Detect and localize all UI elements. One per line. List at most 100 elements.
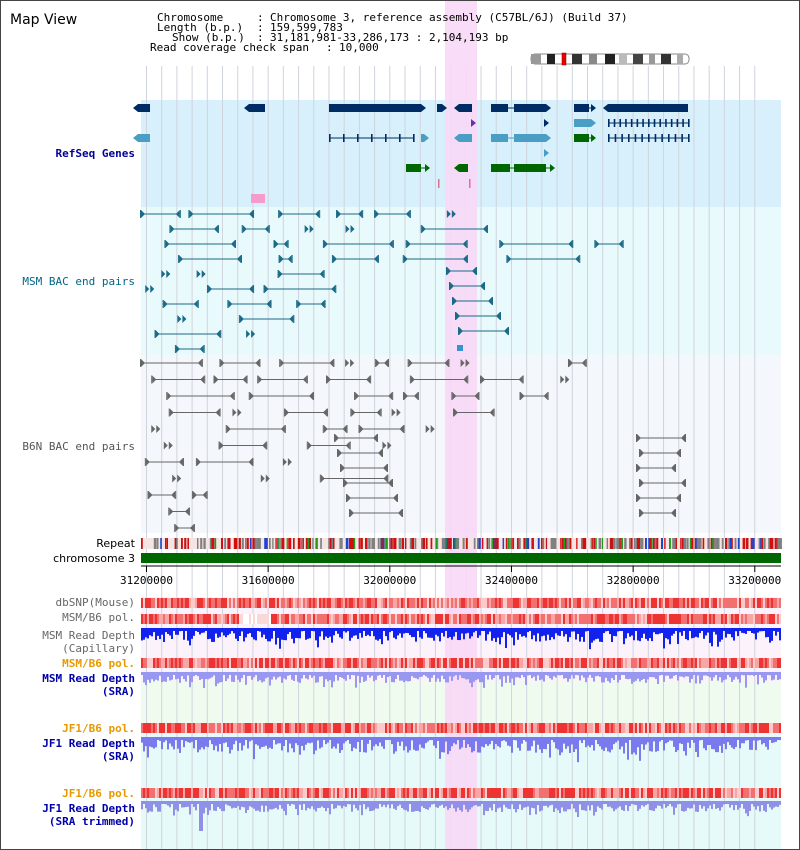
dbsnp-heat	[625, 598, 627, 608]
jf1-depth-sra-trimmed	[615, 801, 617, 810]
repeat-element	[445, 538, 447, 549]
msm-depth-capillary	[141, 628, 143, 641]
msm-b6-pol-heat	[763, 614, 765, 624]
msm-depth-capillary	[487, 628, 489, 635]
gene-exon	[138, 104, 150, 112]
jf1-depth-sra-trimmed	[283, 801, 285, 811]
jf1-depth-sra-trimmed	[501, 801, 503, 812]
msm-b6-pol-heat	[391, 614, 393, 624]
msm-b6-pol-sra-heat	[261, 658, 263, 668]
msm-b6-pol-sra-heat	[503, 658, 505, 668]
jf1-b6-pol-trim-heat	[541, 788, 543, 798]
repeat-element	[400, 538, 402, 549]
b6n-bac-track-label[interactable]: B6N BAC end pairs	[22, 440, 135, 453]
msm-depth-capillary	[239, 628, 241, 636]
jf1-b6-pol-trim-heat	[677, 788, 679, 798]
dbsnp-heat	[261, 598, 263, 608]
b6n-bac-pair-end	[581, 359, 586, 367]
header-sep-1: :	[257, 11, 264, 24]
msm-b6-pol-heat	[749, 614, 751, 624]
msm-bac-pair-cap	[579, 255, 581, 263]
msm-depth-sra	[489, 672, 491, 675]
b6n-bac-pair-cap	[334, 434, 335, 442]
chromosome-ideogram[interactable]	[530, 52, 690, 66]
b6n-bac-pair-cap	[354, 392, 356, 400]
msm-b6-pol-heat	[573, 614, 575, 624]
msm-depth-capillary	[431, 628, 433, 638]
repeat-element	[353, 538, 356, 549]
msm-bac-pair-cap	[392, 240, 394, 248]
jf1-b6-pol-trim-heat	[585, 788, 587, 798]
repeat-element	[683, 538, 686, 549]
refseq-gene-track[interactable]	[133, 104, 690, 203]
b6n-bac-pair-end	[320, 474, 325, 483]
jf1-depth-sra	[713, 737, 715, 750]
jf1-depth-sra-trimmed	[149, 801, 151, 812]
msm-b6-pol-heat	[143, 614, 145, 624]
msm-b6-pol-sra-heat	[625, 658, 627, 668]
msm-bac-pairs-track[interactable]	[140, 210, 624, 353]
dbsnp-heat	[743, 598, 745, 608]
jf1-depth-sra-trimmed	[769, 801, 771, 808]
dbsnp-heat	[649, 598, 651, 608]
msm-b6-pol-sra-heat	[619, 658, 621, 668]
repeat-element	[328, 538, 331, 549]
dbsnp-heat	[591, 598, 593, 608]
jf1-b6-pol-trim-heat	[321, 788, 323, 798]
jf1-depth-sra-trimmed	[427, 801, 429, 810]
msm-depth-sra	[689, 672, 691, 683]
b6n-bac-pair-cap	[319, 474, 321, 483]
dbsnp-heat	[647, 598, 649, 608]
jf1-b6-pol-trim-heat	[395, 788, 397, 798]
msm-depth-capillary	[709, 628, 711, 643]
dbsnp-heat	[421, 598, 423, 608]
msm-b6-pol-sra-heat	[737, 658, 739, 668]
b6n-bac-pair-cap	[246, 375, 248, 384]
jf1-depth-sra-trimmed	[159, 801, 161, 812]
jf1-b6-pol-heat	[569, 723, 571, 733]
lower-tracks[interactable]	[141, 598, 781, 831]
msm-b6-pol-sra-heat	[173, 658, 175, 668]
jf1-depth-sra-trimmed	[363, 801, 365, 805]
jf1-b6-pol-trim-heat	[741, 788, 743, 798]
msm-depth-sra	[433, 672, 435, 675]
gene-exon	[682, 119, 684, 127]
b6n-bac-pairs-track[interactable]	[140, 359, 686, 532]
msm-b6-pol-sra-heat	[749, 658, 751, 668]
b6n-bac-pair-end	[168, 441, 173, 450]
msm-depth-capillary	[555, 628, 557, 634]
jf1-b6-pol-heat	[223, 723, 225, 733]
dbsnp-heat	[637, 598, 639, 608]
b6n-bac-pair-end	[444, 359, 449, 367]
jf1-b6-pol-heat	[639, 723, 641, 733]
jf1-depth-sra-trimmed	[327, 801, 329, 809]
repeat-element	[512, 538, 515, 549]
jf1-depth-sra	[245, 737, 247, 740]
repeat-element	[349, 538, 352, 549]
jf1-depth-sra	[381, 737, 383, 747]
b6n-bac-pair-end	[196, 458, 201, 466]
msm-depth-sra	[625, 672, 627, 679]
msm-b6-pol-sra-heat	[237, 658, 239, 668]
msm-depth-capillary	[593, 628, 595, 641]
msm-bac-pair-end	[279, 210, 284, 218]
b6n-bac-pair-cap	[639, 449, 640, 457]
msm-bac-pair-end	[141, 210, 146, 218]
msm-bac-track-label[interactable]: MSM BAC end pairs	[22, 275, 135, 288]
msm-b6-pol-sra-heat	[249, 658, 251, 668]
jf1-depth-sra	[747, 737, 749, 741]
repeat-track[interactable]	[141, 538, 782, 549]
jf1-depth-sra	[159, 737, 161, 741]
b6n-bac-pair-cap	[478, 392, 480, 400]
msm-depth-capillary	[657, 628, 659, 635]
dbsnp-heat	[499, 598, 501, 608]
jf1-depth-sra	[329, 737, 331, 740]
jf1-depth-sra-trimmed	[603, 801, 605, 804]
msm-depth-capillary	[297, 628, 299, 639]
msm-depth-sra	[371, 672, 373, 676]
b6n-bac-pair-end	[671, 509, 675, 517]
msm-b6-pol-heat	[173, 614, 175, 624]
msm-depth-capillary	[143, 628, 145, 640]
refseq-track-label[interactable]: RefSeq Genes	[56, 147, 135, 160]
jf1-b6-pol-trim-heat	[731, 788, 733, 798]
